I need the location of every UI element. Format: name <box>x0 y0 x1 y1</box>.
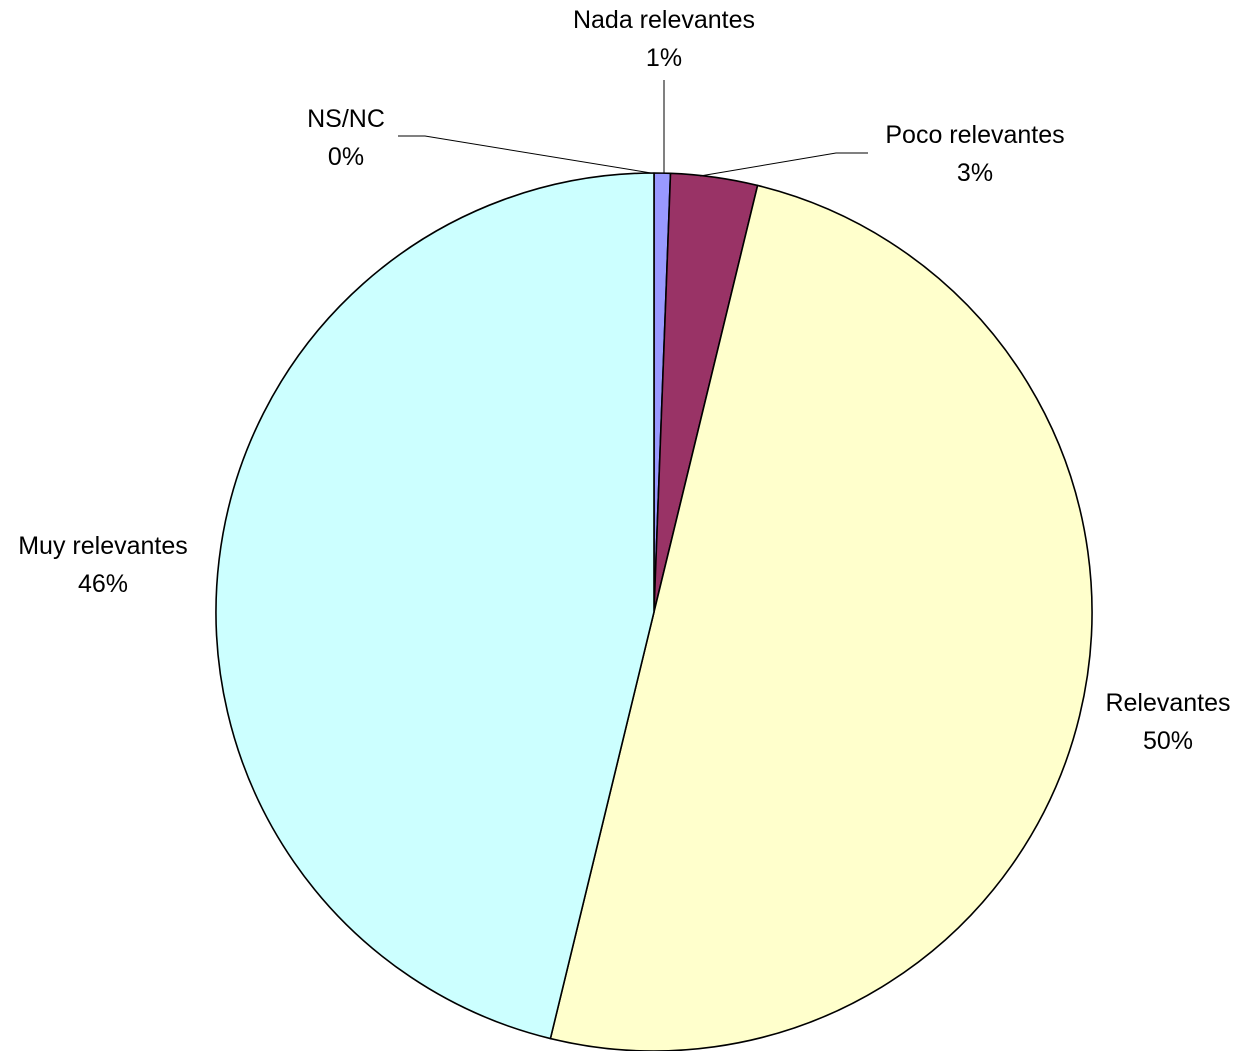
data-label-name-muy-relevantes: Muy relevantes <box>18 532 188 560</box>
leader-lines-layer <box>398 80 868 177</box>
data-label-percent-poco-relevantes: 3% <box>957 159 993 187</box>
data-label-percent-muy-relevantes: 46% <box>78 570 128 598</box>
data-label-name-nada-relevantes: Nada relevantes <box>573 6 755 34</box>
data-label-percent-relevantes: 50% <box>1143 727 1193 755</box>
data-label-percent-nada-relevantes: 1% <box>646 44 682 72</box>
data-label-name-ns-nc: NS/NC <box>307 105 385 133</box>
leader-line-ns-nc <box>398 135 652 174</box>
pie-slice-relevantes <box>549 184 1093 1051</box>
data-label-percent-ns-nc: 0% <box>328 143 364 171</box>
data-label-name-relevantes: Relevantes <box>1105 689 1230 717</box>
data-labels-layer: Nada relevantes 1% Poco relevantes 3% Releva… <box>18 6 1230 755</box>
data-label-name-poco-relevantes: Poco relevantes <box>885 121 1064 149</box>
leader-line-poco-relevantes <box>699 152 868 177</box>
slices-layer <box>215 172 1093 1051</box>
pie-slice-muy-relevantes <box>215 172 655 1040</box>
